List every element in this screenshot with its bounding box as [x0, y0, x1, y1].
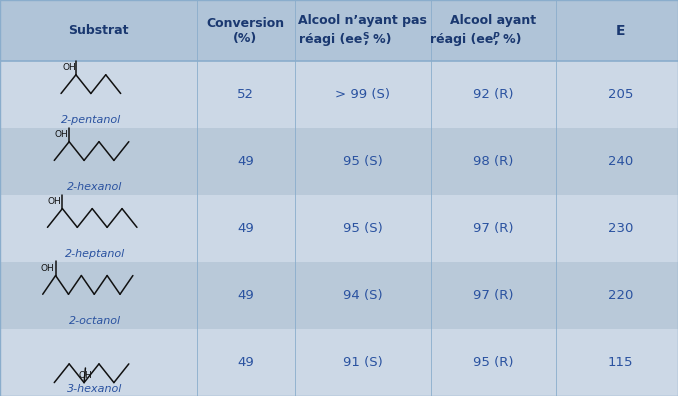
Text: 49: 49 — [237, 222, 254, 235]
Text: Alcool n’ayant pas: Alcool n’ayant pas — [298, 14, 427, 27]
Text: 95 (S): 95 (S) — [343, 155, 382, 168]
Text: 2-hexanol: 2-hexanol — [67, 182, 123, 192]
Text: 205: 205 — [607, 88, 633, 101]
Text: 97 (R): 97 (R) — [473, 289, 513, 302]
Text: OH: OH — [47, 197, 61, 206]
Text: 2-heptanol: 2-heptanol — [65, 249, 125, 259]
Text: 98 (R): 98 (R) — [473, 155, 513, 168]
Text: 49: 49 — [237, 289, 254, 302]
Text: 49: 49 — [237, 356, 254, 369]
Text: > 99 (S): > 99 (S) — [335, 88, 391, 101]
Text: 97 (R): 97 (R) — [473, 222, 513, 235]
Bar — [0, 195, 678, 262]
Text: 230: 230 — [607, 222, 633, 235]
Text: , %): , %) — [364, 33, 392, 46]
Text: OH: OH — [62, 63, 76, 72]
Text: 95 (R): 95 (R) — [473, 356, 513, 369]
Text: 115: 115 — [607, 356, 633, 369]
Text: OH: OH — [54, 130, 68, 139]
Text: 52: 52 — [237, 88, 254, 101]
Text: E: E — [616, 24, 625, 38]
Text: 95 (S): 95 (S) — [343, 222, 382, 235]
Text: 220: 220 — [607, 289, 633, 302]
Text: P: P — [493, 32, 500, 41]
Text: réagi (ee: réagi (ee — [300, 33, 363, 46]
Bar — [0, 61, 678, 128]
Text: 3-hexanol: 3-hexanol — [67, 384, 123, 394]
Text: Conversion
(%): Conversion (%) — [206, 17, 285, 45]
Text: 2-octanol: 2-octanol — [69, 316, 121, 326]
Text: réagi (ee: réagi (ee — [430, 33, 493, 46]
Text: 49: 49 — [237, 155, 254, 168]
Bar — [0, 329, 678, 396]
Text: 94 (S): 94 (S) — [343, 289, 382, 302]
Bar — [0, 128, 678, 195]
Text: 91 (S): 91 (S) — [343, 356, 382, 369]
Text: S: S — [363, 32, 370, 41]
Text: 2-pentanol: 2-pentanol — [62, 115, 121, 125]
Text: 92 (R): 92 (R) — [473, 88, 513, 101]
Text: Alcool ayant: Alcool ayant — [450, 14, 536, 27]
Text: , %): , %) — [494, 33, 522, 46]
Bar — [0, 0, 678, 61]
Text: OH: OH — [41, 264, 54, 273]
Text: 240: 240 — [607, 155, 633, 168]
Text: OH: OH — [79, 371, 92, 380]
Bar — [0, 262, 678, 329]
Text: Substrat: Substrat — [68, 24, 129, 37]
